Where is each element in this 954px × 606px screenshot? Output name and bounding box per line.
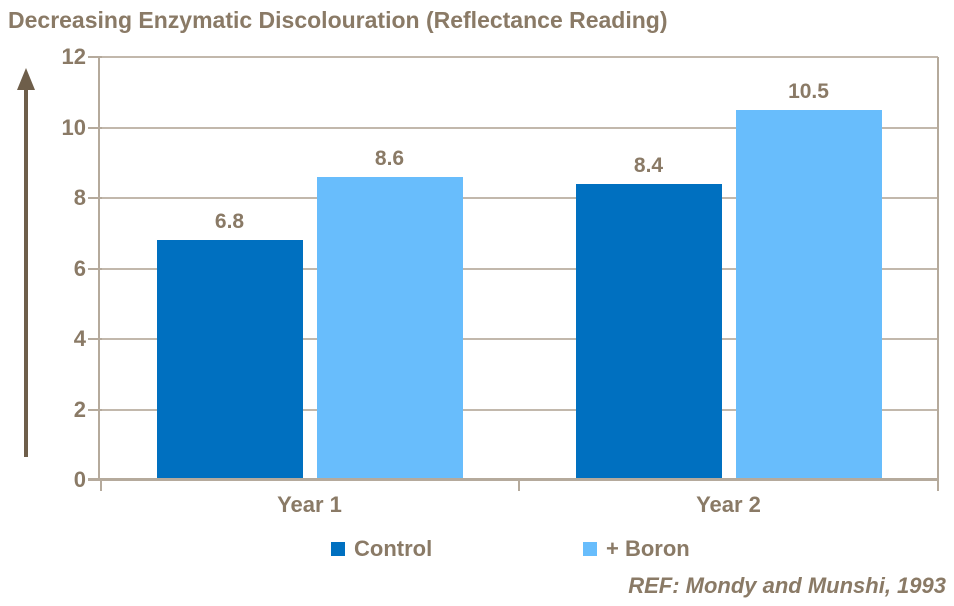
plot-border-left (98, 57, 100, 481)
legend-label: + Boron (606, 536, 690, 561)
y-axis-tick-label: 8 (73, 185, 86, 210)
gridline-2 (100, 408, 938, 411)
legend-swatch-boron (583, 542, 597, 556)
plot-border-right (937, 57, 939, 481)
y-axis-tick-label: 0 (73, 467, 86, 492)
legend-item-control: Control (331, 536, 432, 562)
gridline-8 (100, 197, 938, 199)
y-axis-tick-label: 4 (73, 326, 86, 351)
bar-value-label: 10.5 (788, 79, 829, 103)
y-axis-arrow-line (24, 88, 28, 457)
legend-swatch-control (331, 542, 345, 556)
y-axis-arrow-icon (17, 68, 35, 90)
y-axis-tick (88, 56, 102, 58)
gridline-12 (100, 56, 938, 58)
gridline-6 (100, 267, 938, 270)
bar-boron-year-1 (316, 176, 463, 480)
x-axis-tick (518, 480, 520, 491)
y-axis-tick (88, 197, 102, 199)
legend-item-boron: + Boron (583, 536, 690, 562)
gridline-10 (100, 126, 938, 129)
bar-value-label: 8.6 (374, 146, 405, 170)
bar-control-year-2 (575, 183, 722, 480)
x-axis-category-label: Year 2 (696, 492, 761, 517)
y-axis-tick (88, 267, 102, 270)
legend-label: Control (354, 536, 433, 561)
bar-boron-year-2 (735, 109, 882, 480)
y-axis-tick (88, 408, 102, 411)
bar-value-label: 8.4 (633, 153, 664, 177)
gridline-4 (100, 338, 938, 340)
x-axis-tick (100, 480, 102, 491)
bar-control-year-1 (156, 240, 303, 480)
x-axis-tick (937, 480, 939, 491)
chart-title: Decreasing Enzymatic Discolouration (Ref… (8, 7, 668, 33)
y-axis-tick-label: 2 (73, 396, 86, 422)
bar-value-label: 6.8 (214, 210, 245, 234)
y-axis-tick-label: 12 (61, 44, 86, 69)
reference-citation: REF: Mondy and Munshi, 1993 (628, 573, 946, 598)
y-axis-tick (88, 338, 102, 340)
x-axis-line (88, 478, 939, 481)
y-axis-tick-label: 6 (73, 255, 86, 281)
x-axis-category-label: Year 1 (277, 492, 342, 517)
y-axis-tick (88, 126, 102, 129)
y-axis-tick-label: 10 (61, 114, 86, 140)
